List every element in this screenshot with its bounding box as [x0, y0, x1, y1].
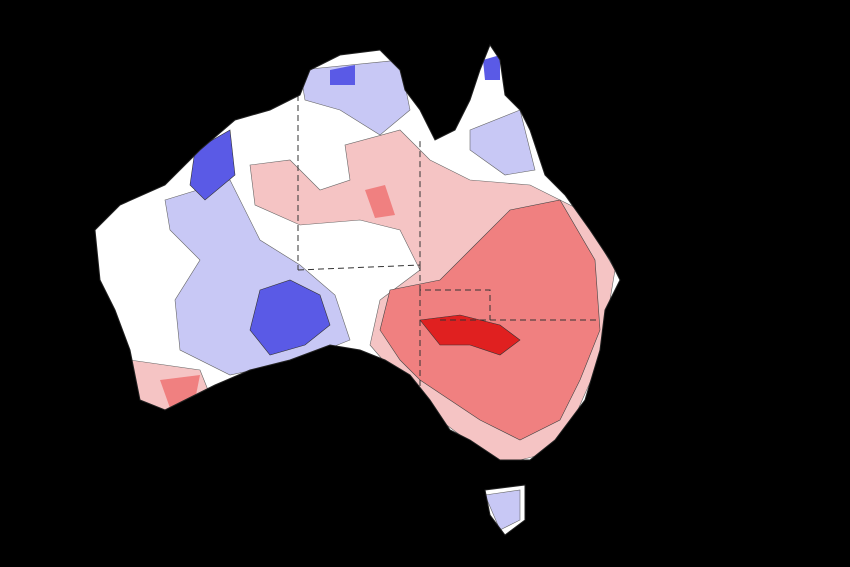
anomaly-dark-blue: [330, 65, 355, 85]
anomaly-dark-blue: [483, 55, 500, 80]
anomaly-dark-blue: [249, 279, 331, 356]
coastline: [94, 43, 621, 536]
anomaly-light-blue: [469, 109, 536, 176]
anomaly-dark-red: [419, 314, 521, 356]
anomaly-light-blue: [484, 489, 521, 531]
state-borders: [297, 95, 600, 400]
anomaly-medium-red: [365, 185, 395, 218]
border: [419, 265, 491, 320]
